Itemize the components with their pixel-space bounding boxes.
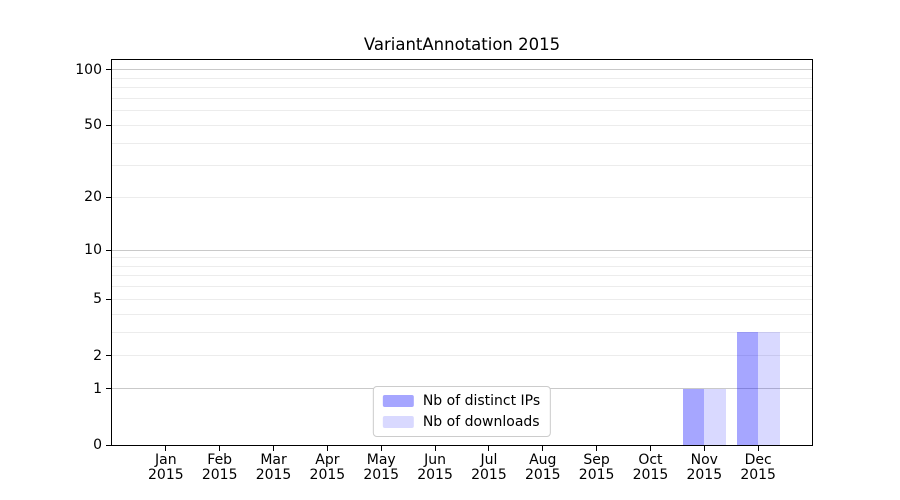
- y-tick-label: 100: [75, 61, 102, 78]
- bar-downloads: [758, 332, 780, 445]
- x-tick-month: Feb: [207, 452, 233, 468]
- x-tick-year: 2015: [201, 467, 238, 483]
- y-tick: [106, 69, 111, 71]
- y-tick: [106, 196, 111, 198]
- gridline-minor: [112, 265, 812, 267]
- y-tick: [106, 388, 111, 390]
- gridline-minor: [112, 87, 812, 89]
- gridline-minor: [112, 275, 812, 277]
- legend-label-distinct-ips: Nb of distinct IPs: [422, 393, 541, 409]
- y-tick-label: 2: [93, 347, 102, 364]
- x-tick-label: Jul 2015: [457, 453, 521, 483]
- gridline-major: [112, 249, 812, 251]
- x-tick-year: 2015: [148, 467, 184, 483]
- x-tick-label: Mar 2015: [242, 453, 306, 483]
- x-tick-label: Oct 2015: [618, 453, 682, 483]
- y-tick-label: 5: [93, 291, 102, 308]
- gridline-minor: [112, 97, 812, 99]
- x-tick-year: 2015: [363, 467, 400, 483]
- x-tick: [219, 446, 221, 451]
- x-tick-label: May 2015: [349, 453, 413, 483]
- legend-label-downloads: Nb of downloads: [422, 414, 540, 430]
- x-tick-month: Jul: [480, 452, 498, 468]
- x-tick-label: Apr 2015: [295, 453, 359, 483]
- x-tick: [757, 446, 759, 451]
- x-tick-year: 2015: [471, 467, 507, 483]
- x-tick-month: Nov: [690, 452, 718, 468]
- x-tick-year: 2015: [417, 467, 453, 483]
- y-tick: [106, 249, 111, 251]
- x-tick-month: Oct: [638, 452, 663, 468]
- y-tick-label: 0: [93, 437, 102, 453]
- y-tick: [106, 444, 111, 446]
- gridline-minor: [112, 286, 812, 288]
- x-tick-month: Aug: [529, 452, 557, 468]
- x-tick-label: Sep 2015: [565, 453, 629, 483]
- legend-item-downloads: Nb of downloads: [382, 414, 540, 430]
- legend-item-distinct-ips: Nb of distinct IPs: [382, 393, 541, 409]
- gridline-minor: [112, 196, 812, 198]
- y-tick-label: 1: [93, 380, 102, 397]
- gridline-major: [112, 69, 812, 71]
- x-tick: [326, 446, 328, 451]
- bar-distinct-ips: [682, 388, 705, 445]
- gridline-minor: [112, 355, 812, 357]
- bar-downloads: [704, 388, 726, 445]
- y-tick-label: 20: [84, 189, 102, 206]
- x-tick-year: 2015: [686, 467, 723, 483]
- x-tick-year: 2015: [309, 467, 346, 483]
- gridline-minor: [112, 110, 812, 112]
- gridline-minor: [112, 142, 812, 144]
- x-tick: [596, 446, 598, 451]
- y-tick-label: 10: [84, 242, 102, 259]
- gridline-minor: [112, 77, 812, 79]
- legend: Nb of distinct IPs Nb of downloads: [372, 386, 552, 437]
- y-tick-label: 50: [84, 117, 102, 134]
- x-tick-month: Jun: [424, 452, 446, 468]
- gridline-minor: [112, 298, 812, 300]
- x-tick-month: Apr: [315, 452, 340, 468]
- legend-swatch-downloads: [382, 416, 414, 428]
- y-tick: [106, 298, 111, 300]
- x-tick: [488, 446, 490, 451]
- x-tick-year: 2015: [632, 467, 669, 483]
- gridline-minor: [112, 165, 812, 167]
- bar-distinct-ips: [736, 332, 759, 445]
- x-tick: [273, 446, 275, 451]
- x-tick: [542, 446, 544, 451]
- x-tick-month: May: [366, 452, 396, 468]
- gridline-minor: [112, 257, 812, 259]
- x-tick: [380, 446, 382, 451]
- gridline-minor: [112, 124, 812, 126]
- x-tick-label: Aug 2015: [511, 453, 575, 483]
- x-tick-year: 2015: [578, 467, 615, 483]
- plot-area: Nb of distinct IPs Nb of downloads: [111, 59, 813, 446]
- x-tick-label: Feb 2015: [188, 453, 252, 483]
- x-tick-year: 2015: [255, 467, 292, 483]
- x-tick-label: Jun 2015: [403, 453, 467, 483]
- legend-swatch-distinct-ips: [382, 395, 414, 407]
- x-tick-year: 2015: [740, 467, 776, 483]
- x-tick-label: Nov 2015: [672, 453, 736, 483]
- x-tick-month: Dec: [744, 452, 772, 468]
- x-tick: [703, 446, 705, 451]
- x-tick: [649, 446, 651, 451]
- chart-title: VariantAnnotation 2015: [363, 35, 561, 54]
- x-tick-month: Mar: [260, 452, 287, 468]
- gridline-minor: [112, 331, 812, 333]
- x-tick-year: 2015: [524, 467, 561, 483]
- x-tick-label: Dec 2015: [726, 453, 790, 483]
- x-tick-month: Jan: [155, 452, 177, 468]
- x-tick-label: Jan 2015: [134, 453, 198, 483]
- x-tick: [165, 446, 167, 451]
- y-tick: [106, 355, 111, 357]
- x-tick-month: Sep: [583, 452, 610, 468]
- x-tick: [434, 446, 436, 451]
- gridline-minor: [112, 313, 812, 315]
- y-tick: [106, 124, 111, 126]
